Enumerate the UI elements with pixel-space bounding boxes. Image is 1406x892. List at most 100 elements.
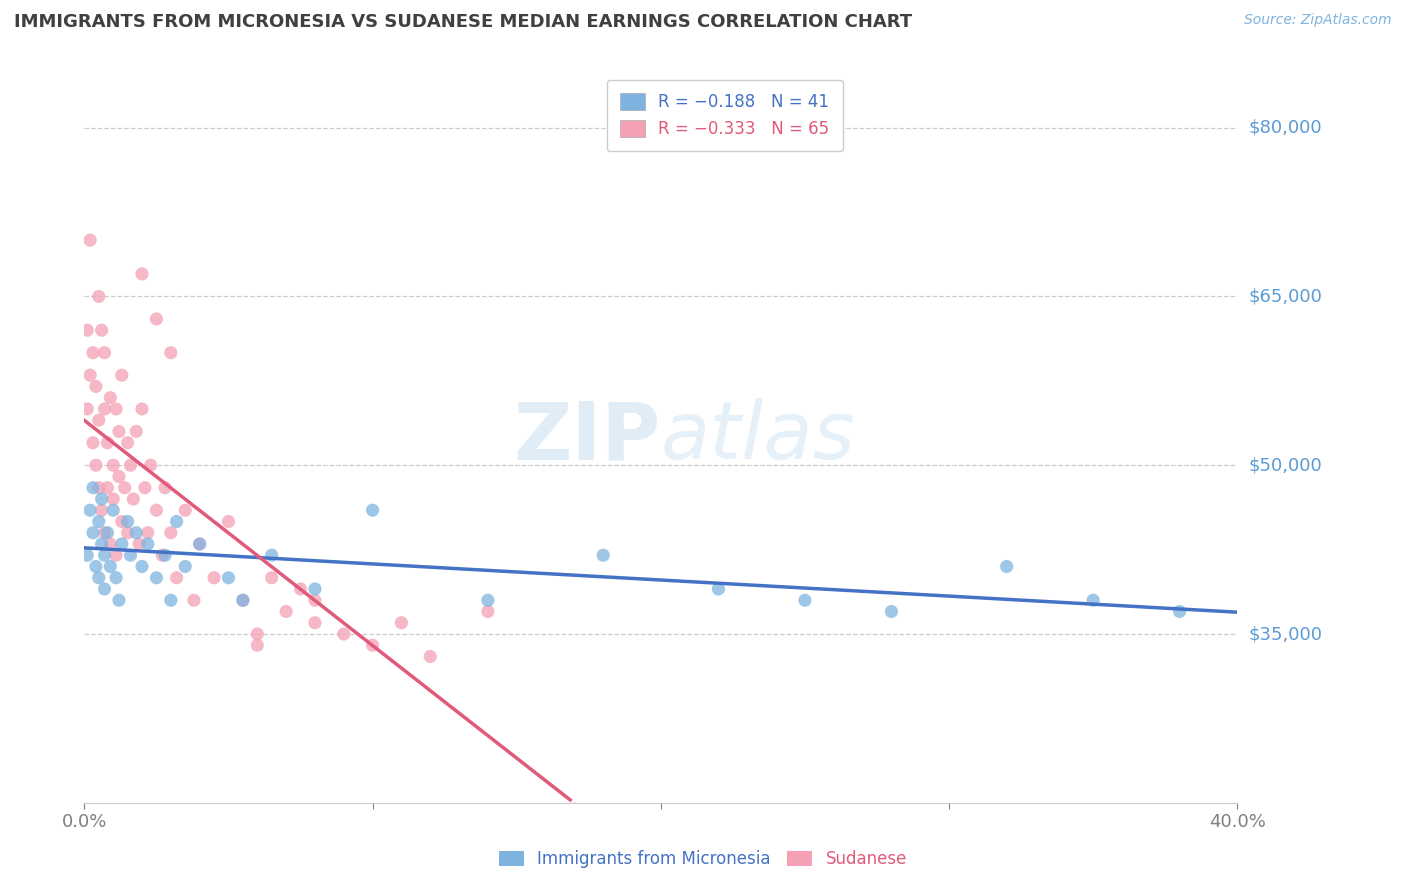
Point — [87, 515, 110, 529]
Point — [87, 413, 110, 427]
Text: $80,000: $80,000 — [1249, 119, 1322, 136]
Point — [98, 537, 121, 551]
Point — [105, 548, 128, 562]
Point — [260, 571, 283, 585]
Point — [477, 605, 499, 619]
Point — [134, 481, 156, 495]
Point — [183, 593, 205, 607]
Point — [84, 559, 107, 574]
Point — [232, 593, 254, 607]
Point — [202, 571, 225, 585]
Point — [93, 345, 115, 359]
Point — [145, 503, 167, 517]
Point — [304, 615, 326, 630]
Point — [131, 401, 153, 416]
Point — [391, 615, 413, 630]
Point — [93, 582, 115, 596]
Point — [333, 627, 356, 641]
Point — [218, 515, 240, 529]
Point — [131, 559, 153, 574]
Point — [79, 368, 101, 383]
Point — [90, 323, 112, 337]
Point — [90, 537, 112, 551]
Point — [131, 267, 153, 281]
Point — [174, 559, 197, 574]
Point — [117, 515, 139, 529]
Point — [139, 458, 162, 473]
Point — [93, 401, 115, 416]
Point — [93, 525, 115, 540]
Point — [794, 593, 817, 607]
Point — [120, 458, 142, 473]
Point — [153, 481, 176, 495]
Point — [136, 525, 159, 540]
Point — [995, 559, 1018, 574]
Point — [105, 571, 128, 585]
Point — [150, 548, 173, 562]
Point — [105, 401, 128, 416]
Point — [108, 469, 131, 483]
Point — [76, 401, 98, 416]
Point — [361, 503, 384, 517]
Point — [128, 537, 150, 551]
Point — [96, 525, 118, 540]
Text: ZIP: ZIP — [513, 398, 661, 476]
Text: atlas: atlas — [661, 398, 856, 476]
Point — [880, 605, 903, 619]
Text: $35,000: $35,000 — [1249, 625, 1323, 643]
Point — [120, 548, 142, 562]
Point — [304, 582, 326, 596]
Point — [477, 593, 499, 607]
Point — [84, 379, 107, 393]
Point — [90, 503, 112, 517]
Point — [160, 525, 183, 540]
Point — [290, 582, 312, 596]
Point — [188, 537, 211, 551]
Point — [79, 233, 101, 247]
Point — [246, 638, 269, 652]
Point — [82, 481, 104, 495]
Point — [96, 435, 118, 450]
Point — [87, 481, 110, 495]
Point — [103, 503, 124, 517]
Point — [160, 593, 183, 607]
Point — [145, 312, 167, 326]
Point — [103, 458, 124, 473]
Point — [122, 491, 145, 506]
Point — [98, 391, 121, 405]
Point — [707, 582, 730, 596]
Point — [218, 571, 240, 585]
Point — [136, 537, 159, 551]
Point — [232, 593, 254, 607]
Point — [111, 537, 134, 551]
Text: Source: ZipAtlas.com: Source: ZipAtlas.com — [1244, 13, 1392, 28]
Point — [111, 368, 134, 383]
Point — [76, 548, 98, 562]
Point — [108, 593, 131, 607]
Point — [125, 525, 148, 540]
Point — [93, 548, 115, 562]
Point — [87, 571, 110, 585]
Point — [82, 525, 104, 540]
Point — [1168, 605, 1191, 619]
Point — [84, 458, 107, 473]
Point — [276, 605, 298, 619]
Point — [153, 548, 176, 562]
Point — [419, 649, 441, 664]
Point — [82, 345, 104, 359]
Text: $65,000: $65,000 — [1249, 287, 1322, 305]
Text: $50,000: $50,000 — [1249, 456, 1322, 475]
Point — [188, 537, 211, 551]
Point — [174, 503, 197, 517]
Point — [103, 491, 124, 506]
Point — [90, 491, 112, 506]
Point — [160, 345, 183, 359]
Point — [111, 515, 134, 529]
Point — [98, 559, 121, 574]
Legend: R = −0.188   N = 41, R = −0.333   N = 65: R = −0.188 N = 41, R = −0.333 N = 65 — [606, 79, 842, 151]
Point — [117, 435, 139, 450]
Text: IMMIGRANTS FROM MICRONESIA VS SUDANESE MEDIAN EARNINGS CORRELATION CHART: IMMIGRANTS FROM MICRONESIA VS SUDANESE M… — [14, 13, 912, 31]
Point — [79, 503, 101, 517]
Point — [117, 525, 139, 540]
Point — [592, 548, 614, 562]
